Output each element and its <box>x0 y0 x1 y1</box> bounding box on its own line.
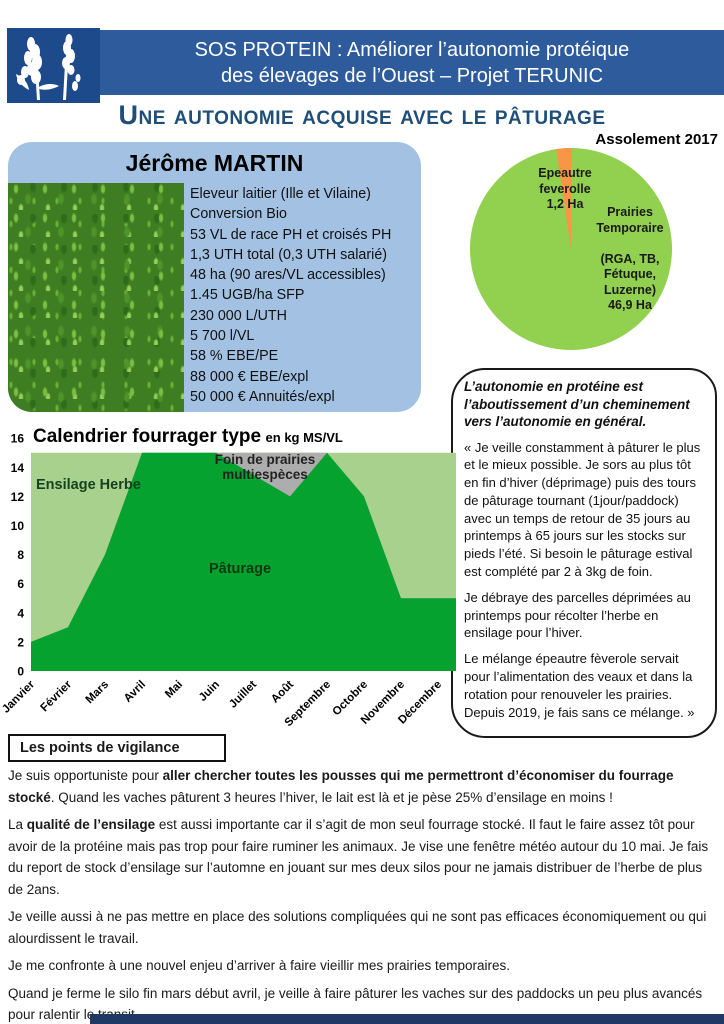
page-title: Une autonomie acquise avec le pâturage <box>118 100 606 130</box>
body-paragraph: La qualité de l’ensilage est aussi impor… <box>8 817 709 897</box>
pasture-photo <box>8 183 184 412</box>
header-line2: des élevages de l’Ouest – Projet TERUNIC <box>220 64 604 87</box>
farmer-fact: 50 000 € Annuités/expl <box>190 388 335 405</box>
forage-chart-title-main: Calendrier fourrager type <box>33 426 262 447</box>
svg-text:10: 10 <box>11 519 25 533</box>
body-paragraph: Je me confronte à une nouvel enjeu d’arr… <box>8 958 510 973</box>
svg-text:6: 6 <box>17 577 24 591</box>
pie-chart-title: Assolement 2017 <box>595 131 718 148</box>
farmer-fact: 1,3 UTH total (0,3 UTH salarié) <box>190 246 388 263</box>
footer-bar <box>90 1014 724 1024</box>
svg-text:Mai: Mai <box>163 679 185 701</box>
quote-heading: L’autonomie en protéine est l’aboutissem… <box>464 379 690 429</box>
pie-label-prairies: Prairies Temporaire (RGA, TB, Fétuque, L… <box>596 205 664 312</box>
forage-chart-title: Calendrier fourrager type en kg MS/VL <box>33 426 343 448</box>
svg-text:Février: Février <box>39 678 75 714</box>
logo-box <box>7 28 100 103</box>
svg-text:12: 12 <box>11 490 25 504</box>
forage-chart-title-unit: en kg MS/VL <box>265 430 343 445</box>
svg-text:Mars: Mars <box>84 679 111 706</box>
area-label-foin: Foin de prairies multiespèces <box>214 452 316 482</box>
farmer-fact: 48 ha (90 ares/VL accessibles) <box>190 267 386 284</box>
quote-paragraph: « Je veille constamment à pâturer le plu… <box>464 439 701 580</box>
area-label-ensilage: Ensilage Herbe <box>36 477 141 493</box>
farmer-fact: 5 700 l/VL <box>190 328 255 345</box>
svg-text:Août: Août <box>269 679 296 706</box>
header-banner: SOS PROTEIN : Améliorer l’autonomie prot… <box>100 30 724 95</box>
farmer-fact: 53 VL de race PH et croisés PH <box>190 226 392 243</box>
svg-text:14: 14 <box>11 461 25 475</box>
farmer-info-card: Jérôme MARTIN Eleveur laitier (Ille et V… <box>8 142 421 412</box>
svg-text:0: 0 <box>17 665 24 679</box>
vigilance-paragraphs: Je suis opportuniste pour aller chercher… <box>8 765 718 1024</box>
farmer-quote-box: L’autonomie en protéine est l’aboutissem… <box>451 368 717 738</box>
farmer-fact: 1.45 UGB/ha SFP <box>190 287 305 304</box>
farmer-fact: 230 000 L/UTH <box>190 307 287 324</box>
assolement-pie-chart <box>470 147 672 350</box>
farmer-fact: 58 % EBE/PE <box>190 348 279 365</box>
plant-flower-logo-icon <box>16 34 81 100</box>
svg-text:8: 8 <box>17 548 24 562</box>
area-label-paturage: Pâturage <box>208 561 272 577</box>
forage-calendar-area-chart: 0 2 4 6 8 10 12 14 16 Janvier Février Mars Avril Mai J… <box>0 432 456 729</box>
svg-text:4: 4 <box>17 606 24 620</box>
svg-text:Janvier: Janvier <box>0 678 37 715</box>
pie-label-epeautre: Epeautre feverolle 1,2 Ha <box>538 166 592 211</box>
farmer-facts-list: Eleveur laitier (Ille et Vilaine) Convers… <box>190 184 418 407</box>
farmer-fact: Conversion Bio <box>190 206 287 223</box>
body-paragraph: Je suis opportuniste pour aller chercher… <box>8 768 674 805</box>
svg-text:Juin: Juin <box>197 679 222 704</box>
body-paragraph: Je veille aussi à ne pas mettre en place… <box>8 909 707 946</box>
quote-paragraph: Le mélange épeautre fèverole servait pou… <box>464 651 695 720</box>
farmer-fact: Eleveur laitier (Ille et Vilaine) <box>190 186 371 202</box>
svg-text:Avril: Avril <box>122 679 148 705</box>
quote-paragraph: Je débraye des parcelles déprimées au pr… <box>464 589 691 641</box>
farmer-name: Jérôme MARTIN <box>125 150 304 176</box>
svg-text:16: 16 <box>11 432 25 446</box>
vigilance-title-box: Les points de vigilance <box>8 734 226 762</box>
farmer-fact: 88 000 € EBE/expl <box>190 368 309 385</box>
svg-text:2: 2 <box>17 635 24 649</box>
header-line1: SOS PROTEIN : Améliorer l’autonomie prot… <box>194 38 630 61</box>
svg-text:Juillet: Juillet <box>227 679 259 711</box>
